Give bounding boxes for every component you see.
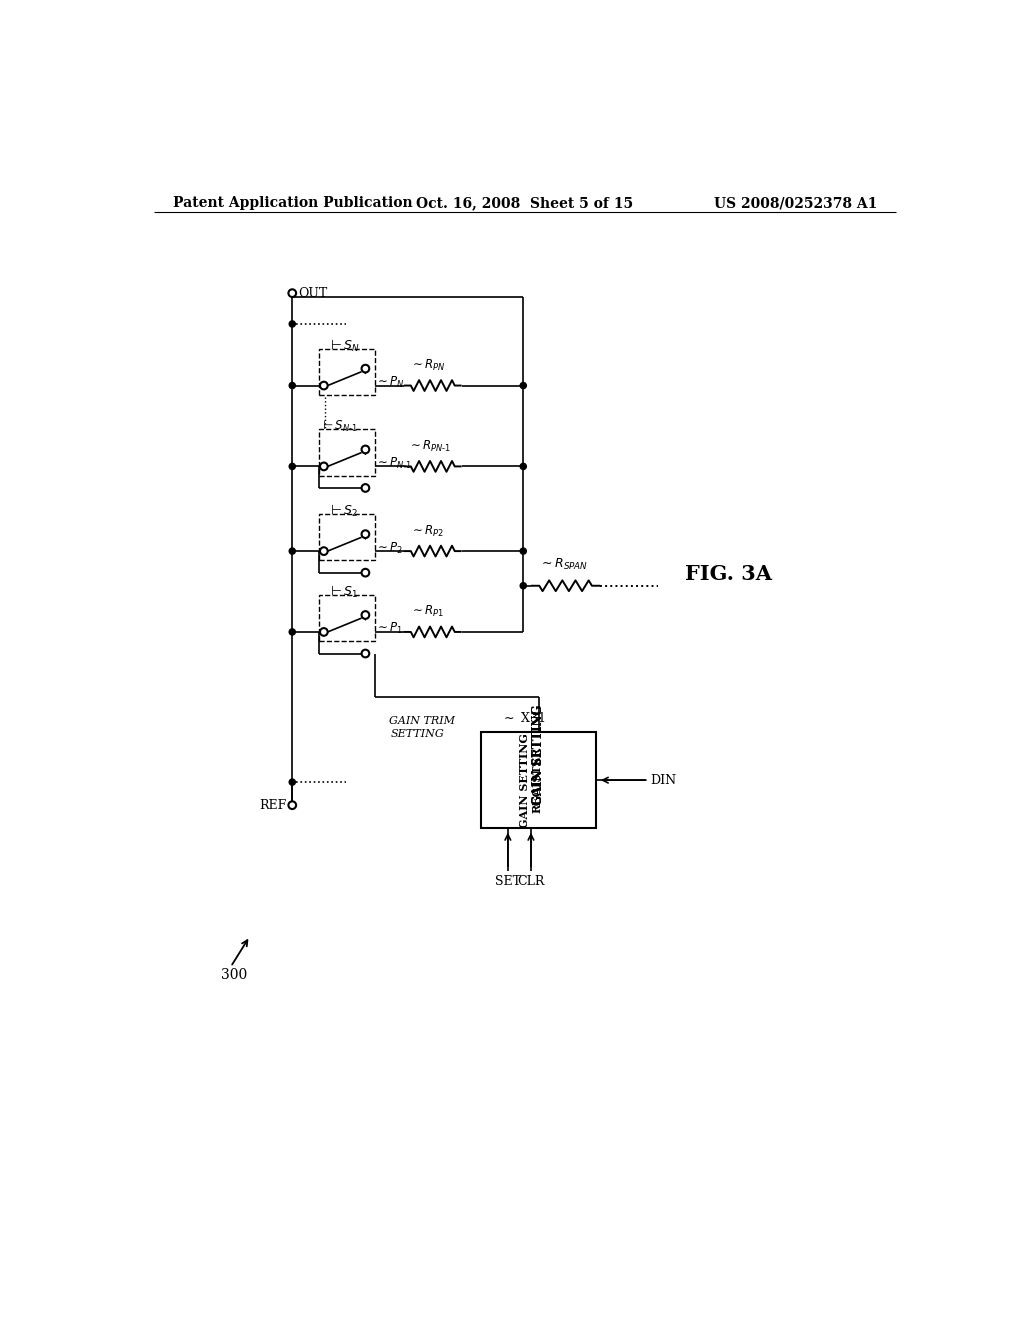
Circle shape (289, 321, 295, 327)
Text: $\vdash S_2$: $\vdash S_2$ (328, 503, 358, 519)
Circle shape (520, 383, 526, 388)
Circle shape (319, 628, 328, 636)
Circle shape (289, 383, 295, 388)
Text: $\sim R_{P2}$: $\sim R_{P2}$ (410, 524, 444, 539)
Text: GAIN SETTING: GAIN SETTING (532, 705, 545, 805)
Bar (481, 733, 596, 829)
Circle shape (361, 649, 370, 657)
Text: $\sim P_N$: $\sim P_N$ (376, 375, 404, 389)
Circle shape (520, 548, 526, 554)
Text: US 2008/0252378 A1: US 2008/0252378 A1 (714, 197, 878, 210)
Text: $\vdash S_N$: $\vdash S_N$ (328, 338, 359, 354)
Circle shape (361, 446, 370, 453)
Text: GAIN SETTING
REGISTER: GAIN SETTING REGISTER (519, 733, 543, 828)
Circle shape (361, 531, 370, 539)
Text: $\sim$ X31: $\sim$ X31 (501, 711, 546, 725)
Text: FIG. 3A: FIG. 3A (685, 564, 772, 585)
Circle shape (289, 779, 295, 785)
Circle shape (520, 582, 526, 589)
Circle shape (319, 462, 328, 470)
Circle shape (361, 569, 370, 577)
Bar (319, 595, 376, 642)
Text: $\sim R_{P1}$: $\sim R_{P1}$ (410, 605, 444, 619)
Text: Oct. 16, 2008  Sheet 5 of 15: Oct. 16, 2008 Sheet 5 of 15 (416, 197, 634, 210)
Circle shape (289, 628, 295, 635)
Text: CLR: CLR (517, 875, 545, 888)
Circle shape (319, 381, 328, 389)
Text: $\sim R_{PN}$: $\sim R_{PN}$ (410, 358, 445, 374)
Bar (319, 348, 376, 395)
Circle shape (289, 801, 296, 809)
Circle shape (361, 364, 370, 372)
Text: GAIN TRIM: GAIN TRIM (388, 715, 455, 726)
Text: $\sim P_{N\text{-}1}$: $\sim P_{N\text{-}1}$ (376, 455, 413, 471)
Circle shape (289, 548, 295, 554)
Text: GAIN SETTING: GAIN SETTING (532, 705, 545, 805)
Text: $\sim P_1$: $\sim P_1$ (376, 622, 403, 636)
Circle shape (361, 484, 370, 492)
Text: $\vdash S_1$: $\vdash S_1$ (328, 583, 358, 601)
Text: 300: 300 (221, 968, 248, 982)
Text: $\sim P_2$: $\sim P_2$ (376, 540, 403, 556)
Text: $\vdash S_{N\text{-}1}$: $\vdash S_{N\text{-}1}$ (319, 418, 357, 434)
Text: OUT: OUT (298, 286, 328, 300)
Circle shape (289, 289, 296, 297)
Bar (319, 515, 376, 561)
Text: SET: SET (495, 875, 521, 888)
Bar (319, 429, 376, 475)
Circle shape (289, 463, 295, 470)
Circle shape (520, 463, 526, 470)
Text: $\sim R_{SPAN}$: $\sim R_{SPAN}$ (539, 557, 588, 572)
Circle shape (361, 611, 370, 619)
Text: DIN: DIN (650, 774, 677, 787)
Circle shape (319, 548, 328, 554)
Text: SETTING: SETTING (391, 730, 444, 739)
Text: REF: REF (259, 799, 286, 812)
Text: $\sim R_{PN\text{-}1}$: $\sim R_{PN\text{-}1}$ (408, 438, 451, 454)
Text: Patent Application Publication: Patent Application Publication (173, 197, 413, 210)
